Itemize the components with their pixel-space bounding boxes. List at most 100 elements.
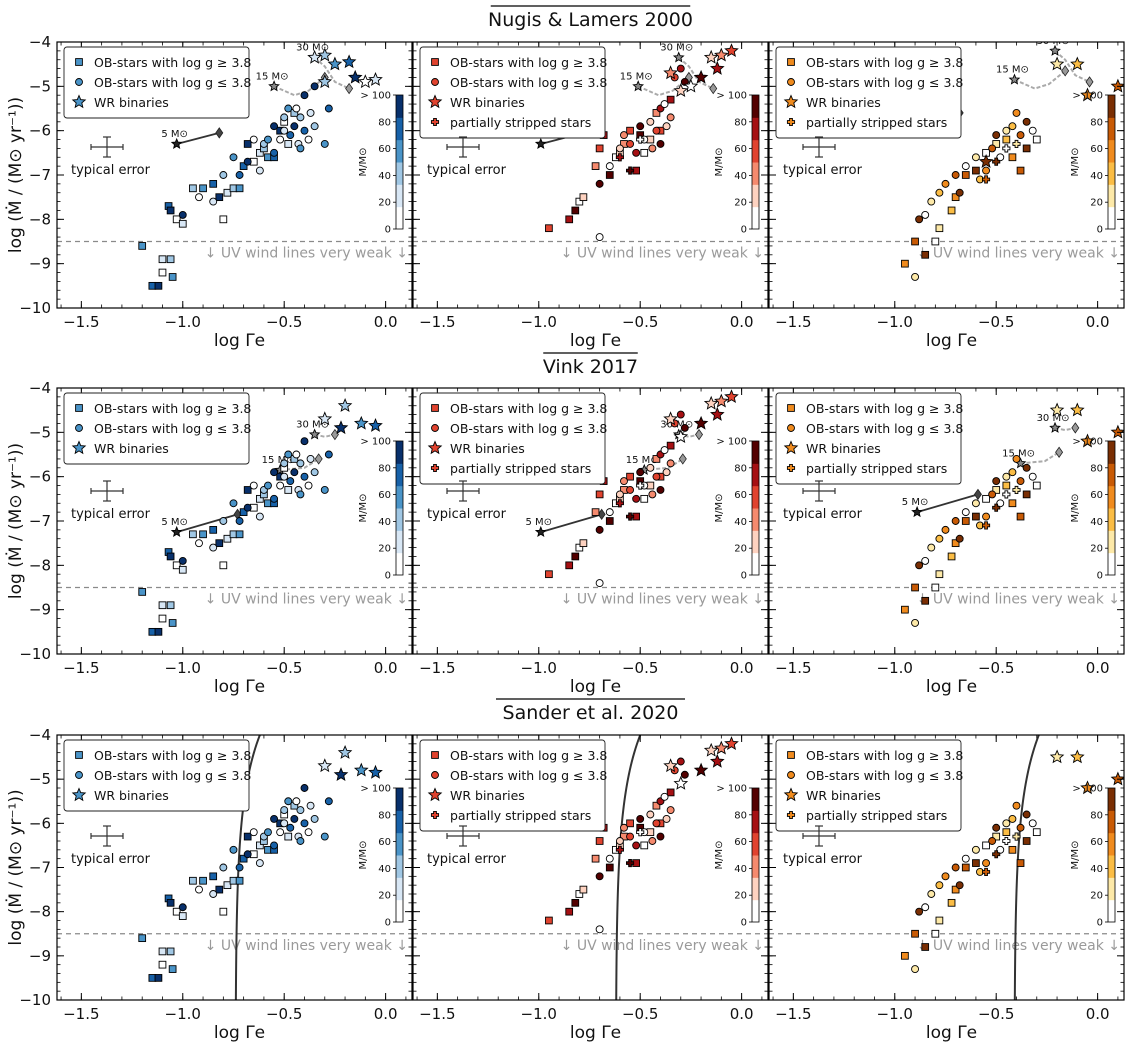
ob-high-marker [235, 184, 244, 193]
colorbar-tick-label: 0 [741, 225, 747, 236]
wr-marker [327, 56, 343, 71]
x-tick-label: 0.0 [1086, 659, 1110, 677]
colorbar-tick-label: 60 [1090, 837, 1103, 848]
colorbar-tick-label: 60 [1090, 144, 1103, 155]
wr-marker [663, 758, 678, 773]
ob-low-marker [195, 539, 203, 548]
colorbar-segment [752, 810, 759, 834]
ob-low-marker [310, 468, 319, 477]
ob-low-marker [320, 832, 329, 841]
ob-high-marker [972, 166, 980, 175]
ob-low-marker [915, 215, 924, 224]
ob-high-marker [605, 171, 614, 179]
ob-high-marker [256, 841, 264, 850]
ob-low-marker [911, 965, 920, 974]
ob-high-marker [1032, 481, 1041, 490]
ob-low-marker [921, 903, 930, 912]
ob-high-marker [579, 539, 588, 548]
legend-plus-marker [786, 117, 796, 127]
ob-low-marker [662, 814, 671, 823]
wr-marker [317, 47, 333, 62]
x-tick-label: −0.5 [266, 1005, 302, 1023]
ob-high-marker [158, 614, 167, 623]
stripped-marker [1002, 836, 1011, 846]
ob-high-marker [189, 530, 197, 539]
ob-high-marker [579, 885, 588, 894]
colorbar-tick-label: 80 [378, 117, 391, 128]
track-start-star [1049, 421, 1061, 433]
legend-label: OB-stars with log g ≤ 3.8 [806, 421, 963, 436]
ob-low-marker [306, 801, 315, 810]
legend-box [63, 739, 250, 812]
ob-low-marker [306, 454, 315, 463]
y-tick-label: −7 [29, 512, 51, 530]
weak-wind-note: ↓ UV wind lines very weak ↓ [561, 246, 764, 262]
colorbar-tick-label: 60 [1090, 490, 1103, 501]
ob-low-marker [276, 828, 285, 837]
x-tick-label: −0.5 [978, 659, 1014, 677]
wr-marker [341, 54, 357, 69]
panel-content: ↓ UV wind lines very weak ↓ [57, 735, 412, 1000]
panel: ↓ UV wind lines very weak ↓5 M⊙15 M⊙30 M… [412, 41, 769, 351]
ob-high-marker [947, 206, 956, 215]
wr-marker [1049, 749, 1065, 764]
ob-low-marker [255, 166, 264, 175]
ob-low-marker [284, 450, 293, 459]
ob-high-marker [935, 224, 944, 233]
ob-high-marker [158, 255, 167, 264]
panel-frame [768, 41, 1125, 309]
legend-label: OB-stars with log g ≥ 3.8 [806, 55, 963, 70]
ob-high-marker [901, 259, 909, 268]
evolution-track [176, 513, 238, 533]
ob-low-marker [620, 823, 628, 832]
x-tick-label: −1.0 [877, 313, 913, 331]
ob-high-marker [666, 441, 675, 450]
x-tick-label: −1.0 [165, 659, 201, 677]
colorbar-label: M/M⊙ [1070, 147, 1081, 176]
legend-circle-marker [431, 424, 439, 432]
colorbar-tick-label: > 100 [716, 437, 747, 448]
ob-low-marker [320, 486, 329, 494]
ob-low-marker [1022, 117, 1031, 126]
colorbar-segment [1108, 855, 1115, 878]
ob-high-marker [172, 561, 181, 570]
colorbar-frame [1107, 94, 1116, 230]
ob-low-marker [296, 490, 305, 499]
legend-label: OB-stars with log g ≥ 3.8 [94, 748, 251, 763]
ob-low-marker [615, 837, 624, 845]
colorbar-segment [1108, 788, 1115, 811]
ob-low-marker [1022, 810, 1031, 819]
stripped-marker [982, 521, 991, 530]
ob-low-marker [300, 91, 309, 100]
y-tick-label: −8 [29, 903, 51, 921]
wr-marker [317, 74, 333, 89]
colorbar-segment [396, 877, 403, 901]
x-tick-label: −0.5 [978, 313, 1014, 331]
wr-marker [693, 69, 709, 84]
ob-low-marker [927, 543, 936, 552]
track-label: 5 M⊙ [902, 497, 929, 508]
ob-high-marker [1016, 166, 1025, 175]
ob-low-marker [243, 157, 252, 166]
ob-low-marker [935, 188, 944, 197]
ob-low-marker [1008, 468, 1017, 477]
colorbar-tick-label: 20 [378, 891, 391, 902]
ob-low-marker [195, 885, 203, 894]
colorbar-segment [396, 139, 403, 163]
weak-wind-note: ↓ UV wind lines very weak ↓ [205, 246, 408, 262]
ob-high-marker [571, 552, 580, 561]
wr-marker [333, 420, 349, 435]
ob-high-marker [1022, 837, 1031, 845]
track-start-star [308, 428, 321, 440]
colorbar-segment [396, 206, 403, 230]
ob-high-marker [961, 171, 970, 179]
y-axis-label: log (Ṁ / (M⊙ yr⁻¹)) [5, 789, 26, 945]
y-tick-label: −8 [29, 556, 51, 574]
ob-low-marker [955, 881, 964, 890]
ob-high-marker [911, 237, 919, 246]
evolution-track [176, 132, 220, 145]
wr-marker [317, 411, 333, 426]
x-tick-label: 0.0 [730, 659, 754, 677]
x-tick-label: −1.5 [63, 659, 99, 677]
legend-square-marker [431, 58, 439, 66]
